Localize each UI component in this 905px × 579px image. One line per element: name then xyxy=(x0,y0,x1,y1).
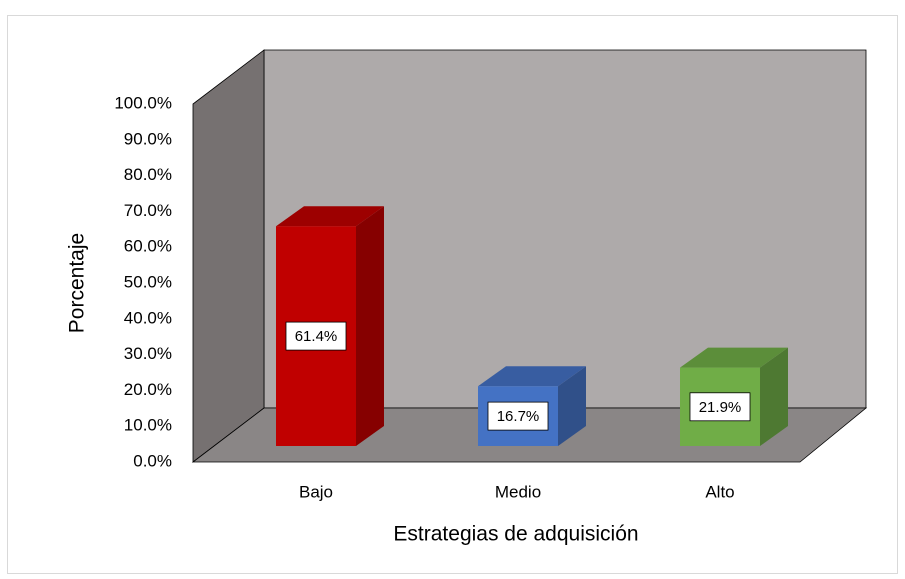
y-axis-title: Porcentaje xyxy=(66,233,89,333)
y-tick-label: 100.0% xyxy=(114,93,172,112)
y-tick-label: 30.0% xyxy=(124,344,172,363)
data-label-box xyxy=(285,321,347,351)
bar-top xyxy=(478,366,586,387)
x-tick-label: Medio xyxy=(495,482,541,501)
data-label: 61.4% xyxy=(295,328,338,345)
bar-side xyxy=(558,366,586,446)
y-tick-label: 50.0% xyxy=(124,272,172,291)
y-tick-label: 0.0% xyxy=(133,451,172,470)
data-label: 21.9% xyxy=(699,399,742,416)
side-wall xyxy=(192,49,265,463)
y-tick-label: 70.0% xyxy=(124,201,172,220)
data-label-box xyxy=(487,401,549,431)
y-tick-label: 40.0% xyxy=(124,308,172,327)
y-tick-label: 60.0% xyxy=(124,237,172,256)
bar-side xyxy=(760,347,788,446)
x-tick-label: Alto xyxy=(705,482,734,501)
y-tick-label: 10.0% xyxy=(124,416,172,435)
x-axis-title: Estrategias de adquisición xyxy=(393,523,638,546)
x-tick-label: Bajo xyxy=(299,482,333,501)
y-tick-label: 90.0% xyxy=(124,129,172,148)
y-tick-label: 20.0% xyxy=(124,380,172,399)
data-label: 16.7% xyxy=(497,408,540,425)
bar-side xyxy=(356,206,384,446)
bar-top xyxy=(276,206,384,227)
data-label-box xyxy=(689,392,751,422)
bar-top xyxy=(680,347,788,368)
y-tick-label: 80.0% xyxy=(124,165,172,184)
